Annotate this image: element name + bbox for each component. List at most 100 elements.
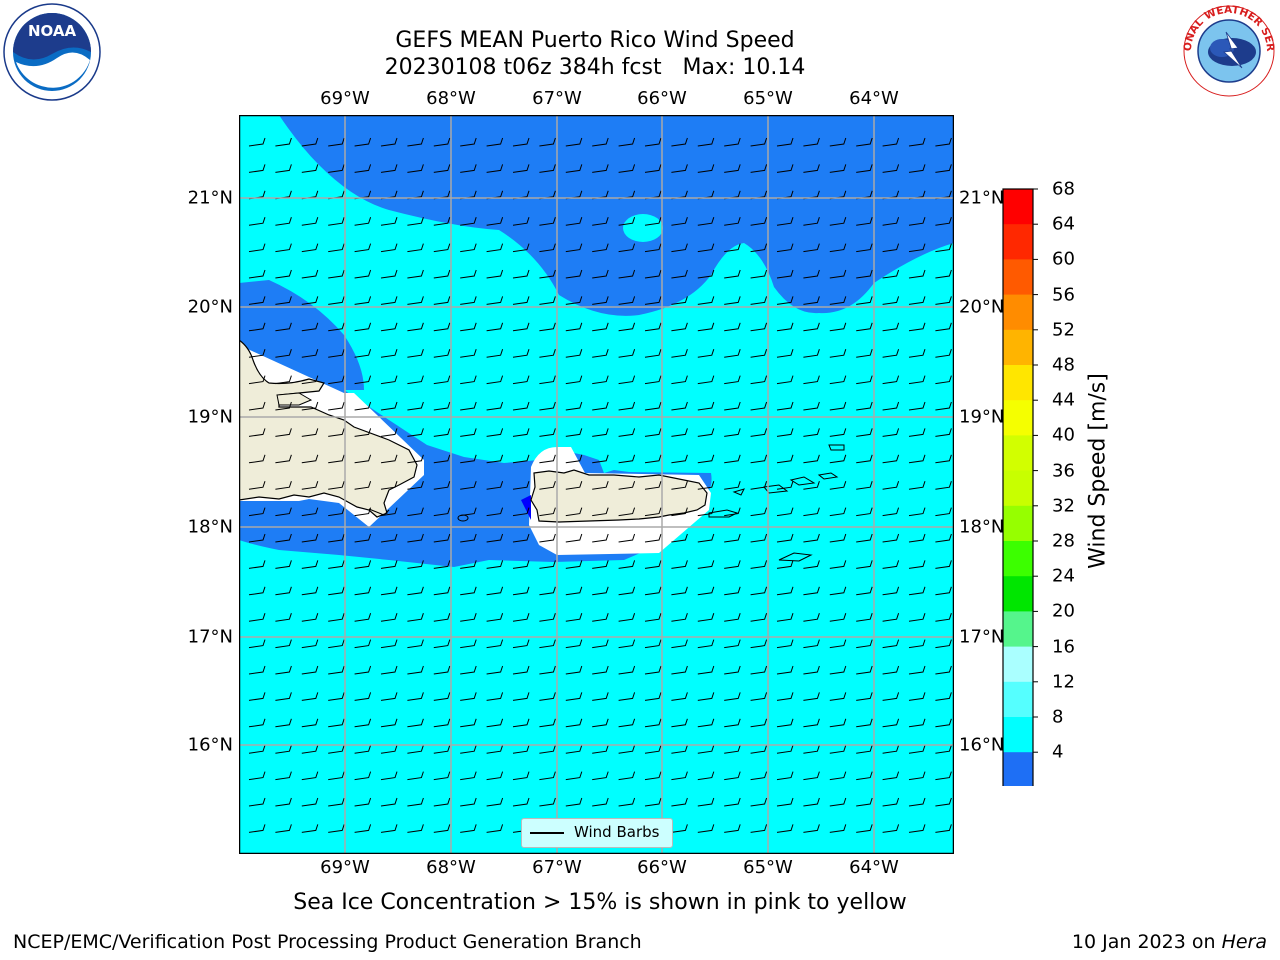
wind-barb (644, 322, 662, 332)
wind-barb (803, 137, 820, 147)
wind-barb (275, 349, 292, 358)
wind-barb (671, 137, 688, 147)
wind-barb (328, 824, 345, 833)
wind-barb (328, 533, 345, 543)
colorbar-level-label: 52 (1052, 319, 1075, 341)
wind-barb (829, 718, 847, 728)
wind-barb (803, 296, 820, 305)
wind-barb (935, 771, 952, 781)
wind-barb (407, 613, 424, 622)
wind-barb (380, 665, 398, 675)
lon-tick-top: 65°W (743, 88, 793, 109)
wind-barb (460, 375, 477, 385)
map-legend: Wind Barbs (521, 818, 673, 848)
wind-barb (328, 137, 345, 147)
wind-barb (882, 375, 900, 385)
wind-barb (750, 401, 768, 411)
wind-barb (328, 454, 345, 464)
wind-barb (724, 401, 741, 411)
wind-barb (275, 560, 292, 569)
wind-barb (328, 322, 345, 332)
wind-barb (618, 401, 636, 411)
wind-barb (380, 613, 398, 622)
wind-barb (486, 481, 504, 490)
wind-barb (486, 296, 504, 305)
wind-barb (328, 481, 345, 490)
wind-barb (248, 322, 266, 332)
wind-barb (935, 797, 952, 807)
wind-barb (592, 164, 609, 173)
wind-barb (380, 164, 398, 173)
colorbar-level-label: 28 (1052, 530, 1075, 552)
wind-barb (433, 613, 451, 622)
wind-barb (618, 745, 636, 754)
wind-barb (460, 692, 477, 701)
wind-barb (433, 164, 451, 173)
wind-barb (750, 349, 768, 358)
wind-barb (750, 533, 768, 543)
wind-barb (644, 692, 662, 701)
sea-ice-note: Sea Ice Concentration > 15% is shown in … (293, 890, 907, 915)
wind-barb (301, 322, 319, 332)
wind-barb (724, 586, 741, 596)
wind-barb (829, 137, 847, 147)
wind-barb (908, 322, 926, 332)
wind-barb (433, 745, 451, 754)
wind-barb (328, 428, 345, 437)
wind-barb (829, 375, 847, 385)
wind-barb (354, 375, 372, 385)
wind-barb (354, 322, 372, 332)
wind-barb (829, 586, 847, 596)
wind-barb (935, 454, 952, 464)
wind-barb (697, 533, 715, 543)
wind-barb (407, 349, 424, 358)
wind-barb (697, 613, 715, 622)
wind-barb (908, 217, 926, 226)
wind-barb (882, 217, 900, 226)
wind-barb (803, 771, 820, 781)
wind-barb (248, 797, 266, 807)
wind-barb (380, 586, 398, 596)
wind-barb (776, 322, 794, 332)
wind-barb (380, 560, 398, 569)
colorbar-swatch (1003, 541, 1033, 577)
wind-barb (750, 322, 768, 332)
wind-barb (750, 454, 768, 464)
wind-barb (275, 824, 292, 833)
wind-barb (882, 428, 900, 437)
wind-barb (539, 745, 556, 754)
wind-barb (776, 507, 794, 517)
wind-barb (644, 771, 662, 781)
wind-barb (486, 507, 504, 517)
wind-barb (618, 507, 636, 517)
wind-barb (248, 586, 266, 596)
wind-barb (460, 481, 477, 490)
wind-barb (275, 507, 292, 517)
wind-barb (592, 243, 609, 253)
wind-barb (829, 692, 847, 701)
wind-barb (671, 586, 688, 596)
colorbar-swatch (1003, 329, 1033, 366)
wind-barb (460, 401, 477, 411)
wind-barb (697, 164, 715, 173)
wind-barb (592, 296, 609, 305)
wind-barb (829, 401, 847, 411)
wind-barb (803, 560, 820, 569)
wind-barb (460, 718, 477, 728)
wind-barb (565, 401, 583, 411)
wind-barb (935, 665, 952, 675)
wind-barb (750, 797, 768, 807)
wind-barb (803, 613, 820, 622)
wind-barb (935, 349, 952, 358)
noaa-logo: NOAA (3, 3, 101, 101)
wind-barb (776, 296, 794, 305)
colorbar-swatch (1003, 470, 1033, 507)
wind-barb (512, 137, 530, 147)
wind-barb (856, 613, 873, 622)
wind-barb (935, 296, 952, 305)
wind-barb (724, 137, 741, 147)
wind-barb (301, 137, 319, 147)
wind-barb (724, 771, 741, 781)
wind-barb (433, 639, 451, 649)
wind-barb (856, 164, 873, 173)
